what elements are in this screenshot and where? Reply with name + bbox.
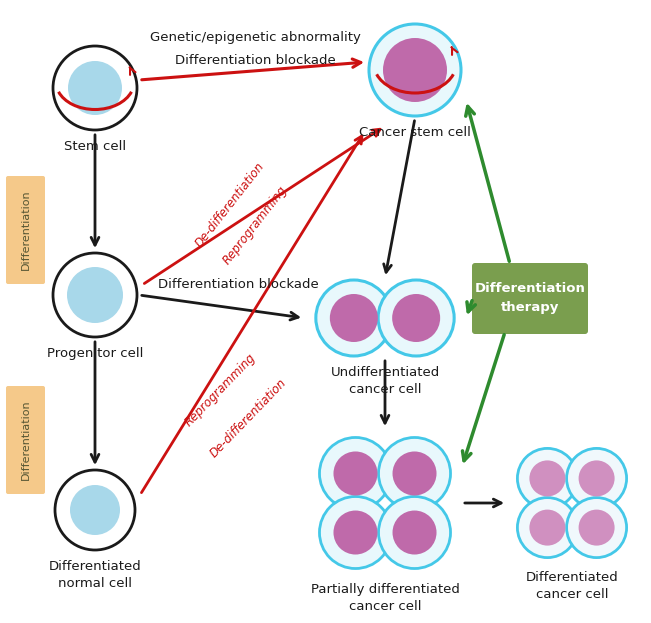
Circle shape [333, 510, 378, 554]
Text: Differentiation blockade: Differentiation blockade [174, 54, 335, 67]
Circle shape [393, 510, 437, 554]
Circle shape [70, 485, 120, 535]
Circle shape [67, 267, 123, 323]
Text: Differentiation
therapy: Differentiation therapy [475, 282, 585, 313]
Circle shape [378, 497, 450, 569]
Circle shape [518, 449, 577, 508]
Text: Differentiation blockade: Differentiation blockade [158, 278, 318, 292]
Circle shape [369, 24, 461, 116]
Text: Differentiation: Differentiation [20, 189, 31, 270]
Circle shape [392, 294, 440, 342]
Text: Reprogramming: Reprogramming [182, 351, 258, 429]
Text: Cancer stem cell: Cancer stem cell [359, 126, 471, 139]
Circle shape [393, 452, 437, 495]
Circle shape [518, 498, 577, 558]
Circle shape [68, 61, 122, 115]
Text: Reprogramming: Reprogramming [221, 183, 290, 267]
Circle shape [566, 449, 627, 508]
Text: Differentiated
cancer cell: Differentiated cancer cell [525, 571, 618, 601]
Text: Differentiated
normal cell: Differentiated normal cell [49, 560, 141, 590]
Text: Progenitor cell: Progenitor cell [47, 347, 143, 360]
FancyBboxPatch shape [472, 263, 588, 334]
Circle shape [320, 437, 391, 510]
Circle shape [579, 460, 615, 497]
Circle shape [53, 253, 137, 337]
Text: Undifferentiated
cancer cell: Undifferentiated cancer cell [330, 366, 439, 396]
Circle shape [53, 46, 137, 130]
Text: Differentiation: Differentiation [20, 400, 31, 480]
Circle shape [55, 470, 135, 550]
Circle shape [378, 437, 450, 510]
Circle shape [529, 510, 566, 546]
Text: Stem cell: Stem cell [64, 140, 126, 153]
Circle shape [383, 38, 447, 102]
Circle shape [333, 452, 378, 495]
Circle shape [579, 510, 615, 546]
Circle shape [378, 280, 454, 356]
Text: Genetic/epigenetic abnormality: Genetic/epigenetic abnormality [150, 32, 361, 44]
Circle shape [316, 280, 392, 356]
Text: De-differentiation: De-differentiation [207, 376, 289, 460]
Circle shape [566, 498, 627, 558]
Text: Partially differentiated
cancer cell: Partially differentiated cancer cell [311, 583, 460, 613]
FancyBboxPatch shape [6, 176, 45, 284]
FancyBboxPatch shape [6, 386, 45, 494]
Text: De-differentiation: De-differentiation [193, 160, 267, 250]
Circle shape [330, 294, 378, 342]
Circle shape [320, 497, 391, 569]
Circle shape [529, 460, 566, 497]
